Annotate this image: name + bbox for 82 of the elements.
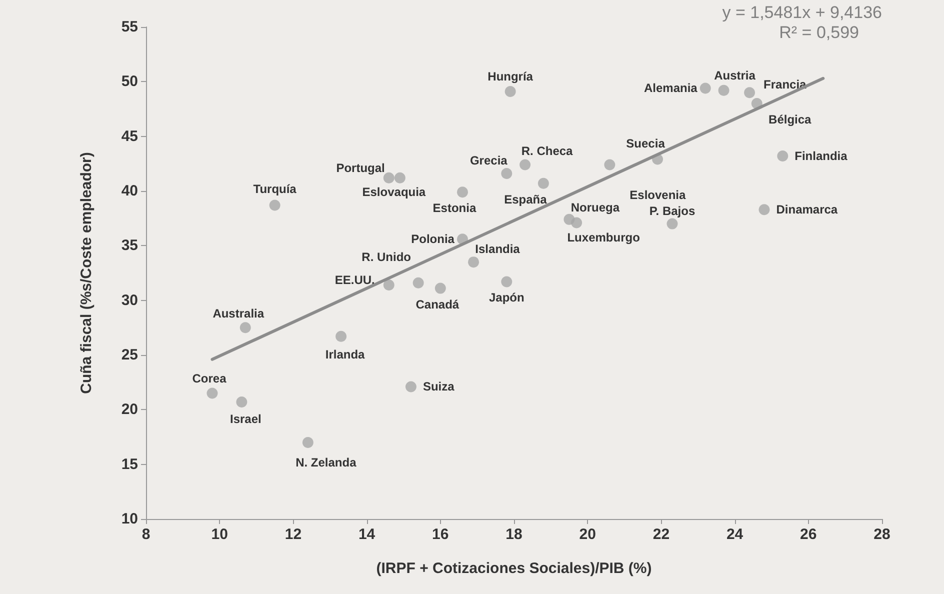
y-tick-label: 50 [121,73,138,90]
annotation: P. Bajos [649,204,696,218]
point [777,150,788,162]
point [758,204,770,216]
x-tick-label: 28 [874,526,890,543]
x-tick-label: 10 [211,526,228,543]
point [412,277,424,288]
annotation: Corea [192,371,227,386]
x-tick-label: 14 [358,526,376,543]
annotation: Grecia [470,154,508,168]
x-tick-label: 22 [652,526,670,543]
point [336,330,347,342]
annotation: Australia [212,306,264,321]
annotation: R. Unido [362,250,411,264]
point [383,280,394,291]
point [394,172,406,184]
point [405,381,416,392]
annotation: Alemania [644,81,698,96]
point [666,218,678,230]
x-tick-label: 26 [800,526,817,543]
x-tick-label: 24 [726,526,744,543]
annotation: Noruega [570,200,620,214]
point [504,86,516,98]
annotation: Polonia [411,232,455,246]
point [434,282,446,294]
annotation: España [504,192,548,206]
y-tick-label: 35 [121,237,138,254]
point [604,159,616,170]
annotation: N. Zelanda [296,455,357,470]
point [571,217,582,228]
annotation: Dinamarca [776,202,838,217]
annotation: Finlandia [794,149,848,164]
annotation: Luxemburgo [567,230,640,245]
text: y = 1,5481x + 9,4136 [722,3,882,22]
annotation: R² = 0,599 [779,23,860,42]
x-axis-title: (IRPF + Cotizaciones Sociales)/PIB (%) [376,560,652,577]
point [236,396,248,408]
y-tick-label: 15 [121,456,138,473]
y-tick-label: 40 [121,182,138,200]
y-tick-label: 45 [121,128,138,145]
point [501,168,512,180]
y-tick-label: 25 [121,346,138,364]
annotation: Eslovenia [630,188,686,202]
point [240,322,251,334]
annotation: Irlanda [325,347,366,362]
point [383,172,394,184]
annotation: Hungría [488,70,534,84]
x-tick-label: 8 [142,526,150,543]
annotation: Israel [230,412,262,426]
annotation: EE.UU. [334,273,375,288]
point [718,84,730,96]
point [206,388,218,399]
annotation: Suecia [626,136,666,150]
y-tick-label: 30 [121,292,138,309]
point [744,87,756,98]
y-tick-label: 20 [121,401,138,418]
annotation: Japón [488,290,524,305]
annotation: Eslovaquia [362,184,426,199]
x-tick-label: 20 [579,526,596,543]
point [520,159,531,170]
annotation: Austria [714,68,756,82]
annotation: Canadá [416,297,460,312]
point [501,276,512,288]
y-tick-label: 10 [121,510,138,528]
x-tick-label: 12 [284,526,302,543]
point [456,186,468,198]
x-tick-label: 18 [506,526,522,543]
annotation: R. Checa [521,144,574,158]
point [468,256,480,268]
annotation: Bélgica [768,112,812,127]
point [700,82,711,94]
y-axis-title: Cuña fiscal (%s/Coste empleador) [78,152,95,394]
x-tick-label: 16 [432,526,449,543]
annotation: Suiza [422,380,455,394]
annotation: Islandia [475,242,520,256]
point [302,436,314,448]
annotation: Estonia [432,201,476,216]
annotation: Turquía [253,182,297,196]
y-tick-label: 55 [121,18,138,36]
point [538,178,549,189]
annotation: Portugal [336,160,385,175]
point [269,200,280,211]
